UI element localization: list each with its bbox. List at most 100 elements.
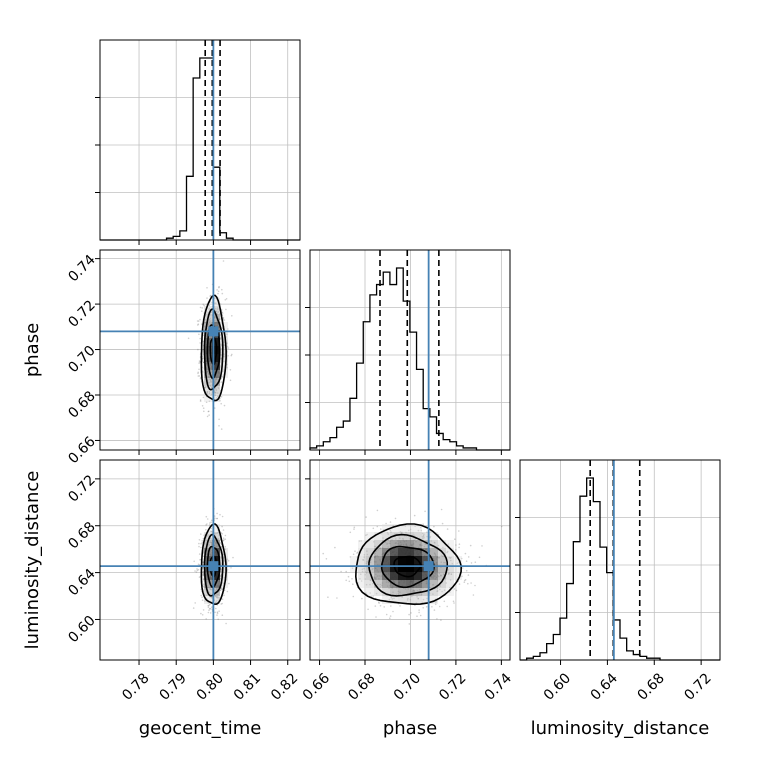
- sample-point: [352, 553, 355, 556]
- density-cell: [374, 556, 382, 564]
- y-tick-label-luminosity_distance: 0.68: [65, 519, 98, 552]
- x-tick-label-luminosity_distance: 0.72: [681, 670, 714, 703]
- sample-point: [353, 528, 355, 530]
- sample-point: [229, 379, 232, 382]
- sample-point: [474, 584, 476, 587]
- sample-point: [208, 390, 211, 393]
- density-cell: [422, 596, 430, 604]
- density-cell: [204, 370, 212, 378]
- sample-point: [474, 561, 477, 563]
- panel-frame-luminosity_distance: [519, 459, 721, 661]
- sample-point: [215, 394, 217, 397]
- sample-point: [215, 302, 217, 304]
- sample-point: [379, 605, 382, 607]
- sample-point: [450, 573, 453, 575]
- sample-point: [214, 595, 217, 598]
- sample-point: [232, 556, 234, 559]
- x-axis-label-geocent-time: geocent_time: [139, 718, 262, 739]
- sample-point: [450, 559, 452, 562]
- y-tick-label-luminosity_distance: 0.72: [65, 472, 98, 505]
- density-cell: [446, 572, 454, 580]
- sample-point: [198, 576, 201, 578]
- sample-point: [431, 606, 433, 608]
- density-cell: [398, 532, 406, 540]
- sample-point: [214, 297, 216, 299]
- density-cell: [422, 532, 430, 540]
- sample-point: [208, 604, 210, 607]
- sample-point: [199, 342, 201, 344]
- sample-point: [209, 530, 212, 533]
- density-cell: [220, 354, 228, 362]
- sample-point: [449, 557, 452, 559]
- sample-point: [214, 302, 216, 305]
- density-cell: [358, 572, 366, 580]
- sample-point: [217, 599, 220, 602]
- sample-point: [375, 592, 378, 595]
- sample-point: [198, 553, 201, 555]
- sample-point: [417, 597, 420, 600]
- density-cell: [358, 556, 366, 564]
- sample-point: [199, 337, 201, 340]
- density-cell: [358, 580, 366, 588]
- sample-point: [351, 578, 353, 580]
- x-tick-label-phase: 0.70: [391, 670, 424, 703]
- sample-point: [383, 606, 386, 608]
- sample-point: [467, 582, 469, 585]
- sample-point: [197, 323, 200, 326]
- sample-point: [222, 260, 225, 262]
- sample-point: [447, 573, 450, 575]
- sample-point: [222, 529, 225, 531]
- sample-point: [391, 598, 394, 600]
- sample-point: [222, 316, 225, 319]
- density-cell: [220, 346, 228, 354]
- density-cell: [220, 572, 228, 580]
- sample-point: [364, 571, 367, 573]
- sample-point: [230, 567, 232, 569]
- sample-point: [354, 550, 356, 552]
- density-cell: [366, 580, 374, 588]
- y-tick-label-phase: 0.70: [65, 343, 98, 376]
- sample-point: [375, 616, 377, 618]
- density-cell: [454, 556, 462, 564]
- sample-point: [199, 306, 202, 309]
- sample-point: [380, 528, 382, 530]
- sample-point: [199, 399, 202, 401]
- sample-point: [207, 311, 209, 314]
- density-cell: [382, 524, 390, 532]
- sample-point: [202, 572, 205, 574]
- sample-point: [197, 324, 199, 326]
- density-cell: [374, 580, 382, 588]
- density-cell: [204, 596, 212, 604]
- density-cell: [220, 564, 228, 572]
- sample-point: [196, 320, 199, 322]
- x-tick-label-geocent_time: 0.78: [119, 670, 152, 703]
- sample-point: [219, 513, 221, 516]
- sample-point: [203, 304, 205, 307]
- sample-point: [198, 545, 200, 548]
- sample-point: [219, 589, 222, 592]
- density-cell: [430, 580, 438, 588]
- sample-point: [221, 525, 223, 528]
- density-cell: [374, 540, 382, 548]
- sample-point: [199, 400, 202, 402]
- sample-point: [224, 546, 226, 548]
- grid-luminosity_distance: [520, 460, 720, 660]
- sample-point: [201, 599, 204, 601]
- sample-point: [461, 575, 463, 578]
- sample-point: [361, 570, 364, 573]
- sample-point: [206, 391, 208, 394]
- sample-point: [205, 537, 208, 539]
- y-axis-label-luminosity-distance: luminosity_distance: [22, 471, 43, 650]
- sample-point: [209, 607, 212, 610]
- x-tick-label-luminosity_distance: 0.60: [541, 670, 574, 703]
- sample-point: [208, 534, 210, 536]
- sample-point: [222, 370, 224, 373]
- sample-point: [413, 514, 416, 517]
- sample-point: [221, 327, 223, 329]
- grid-geocent_time-vs-luminosity_distance: [100, 460, 300, 660]
- sample-point: [198, 368, 200, 371]
- sample-point: [467, 574, 470, 576]
- sample-point: [220, 588, 222, 590]
- density-cell: [438, 540, 446, 548]
- sample-point: [361, 568, 364, 570]
